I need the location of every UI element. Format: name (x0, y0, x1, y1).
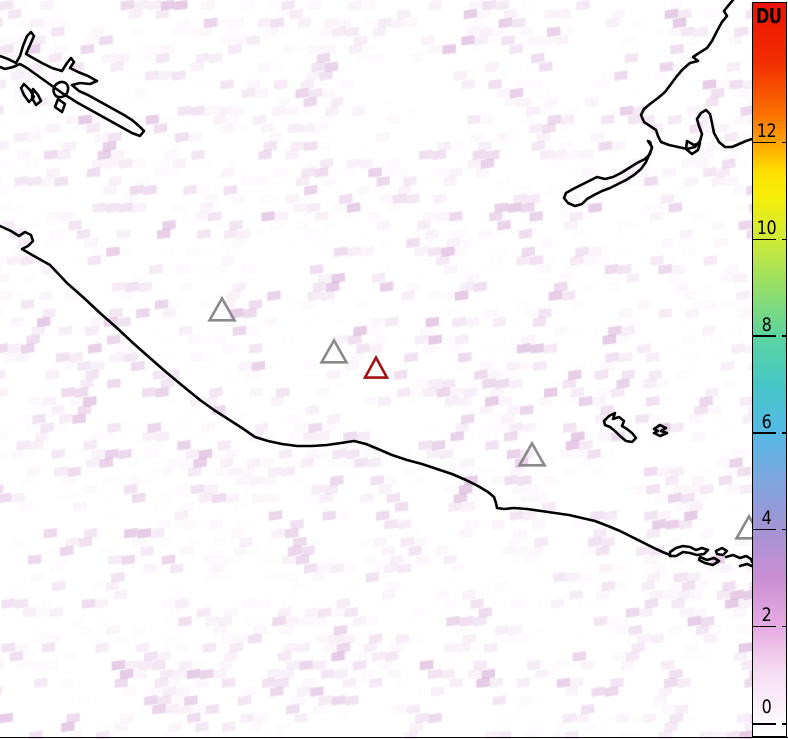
colorbar-tick (753, 528, 776, 531)
colorbar-tick (781, 723, 786, 725)
lake-east-squiggle (684, 139, 702, 156)
islands-southeast-2 (697, 555, 721, 567)
islands-southeast-3 (714, 546, 729, 557)
islands-southeast-4 (724, 553, 752, 564)
colorbar-tick-label: 4 (761, 507, 772, 530)
map-area (0, 0, 752, 739)
colorbar-tick (753, 625, 776, 628)
volcano-marker-1 (207, 295, 237, 322)
coast-exit-east (738, 562, 752, 568)
erupting-volcano-marker (362, 354, 390, 379)
island-mid-1 (602, 411, 638, 444)
volcano-marker-2 (319, 337, 349, 364)
colorbar-tick (781, 432, 786, 434)
lake-northwest-islet-tri (53, 97, 67, 114)
coastline-layer (0, 0, 752, 568)
axes-bottom-frame (0, 736, 788, 739)
colorbar-tick (781, 141, 786, 144)
field-canvas (0, 0, 752, 739)
colorbar-tick (753, 723, 776, 725)
lake-northwest-islet-round (52, 80, 70, 99)
colorbar-tick-label: 8 (761, 313, 772, 336)
colorbar-tick (753, 432, 776, 434)
colorbar: DU 12 10 8 6 4 2 0 (752, 2, 787, 737)
coastlines (0, 0, 752, 568)
islands-southeast-1 (668, 544, 710, 558)
lake-northwest-claw-2 (30, 87, 43, 107)
colorbar-tick (753, 141, 776, 144)
lake-northwest-claw-1 (19, 82, 36, 104)
volcano-marker-4 (734, 513, 752, 540)
volcano-marker-3 (517, 440, 547, 467)
colorbar-tick-label: 6 (761, 410, 772, 433)
colorbar-tick (753, 238, 776, 241)
volcano-markers (207, 295, 752, 540)
colorbar-tick-label: 12 (756, 120, 777, 143)
coast-northeast (639, 0, 752, 151)
colorbar-tick-label: 0 (761, 695, 772, 718)
colorbar-tick-label: 10 (756, 217, 777, 240)
coast-main (0, 224, 672, 557)
colorbar-tick (781, 528, 786, 531)
colorbar-gradient (753, 3, 786, 736)
lake-northwest-body (0, 30, 146, 138)
colorbar-tick (781, 238, 786, 241)
colorbar-tick (781, 625, 786, 628)
lake-east (562, 139, 654, 208)
colorbar-unit-label: DU (755, 3, 782, 28)
colorbar-tick (753, 335, 776, 337)
colorbar-tick-label: 2 (761, 604, 772, 627)
island-mid-2 (652, 423, 669, 438)
colorbar-tick (781, 335, 786, 337)
